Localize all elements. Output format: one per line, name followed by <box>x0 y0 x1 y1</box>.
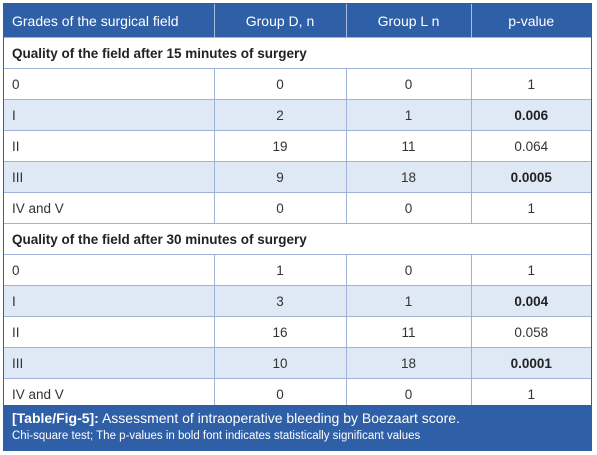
table-row: III 9 18 0.0005 <box>4 161 591 193</box>
cell-group-d: 0 <box>213 68 346 100</box>
cell-group-d: 10 <box>213 347 346 379</box>
cell-group-l: 0 <box>345 68 471 100</box>
cell-group-d: 0 <box>213 378 346 409</box>
cell-p-value: 0.0001 <box>470 347 591 379</box>
cell-group-l: 11 <box>345 316 471 348</box>
cell-group-l: 18 <box>345 161 471 193</box>
cell-group-d: 16 <box>213 316 346 348</box>
cell-group-d: 19 <box>213 130 346 162</box>
cell-grade: II <box>4 316 214 348</box>
cell-p-value: 0.004 <box>470 285 591 317</box>
cell-group-d: 3 <box>213 285 346 317</box>
table-row: III 10 18 0.0001 <box>4 347 591 379</box>
cell-p-value: 0.058 <box>470 316 591 348</box>
cell-p-value: 0.006 <box>470 99 591 131</box>
cell-grade: I <box>4 99 214 131</box>
header-grades: Grades of the surgical field <box>4 4 214 38</box>
section-row: Quality of the field after 30 minutes of… <box>4 223 591 255</box>
header-group-d: Group D, n <box>213 4 346 38</box>
header-row: Grades of the surgical field Group D, n … <box>4 4 591 38</box>
cell-group-d: 0 <box>213 192 346 224</box>
cell-grade: I <box>4 285 214 317</box>
table-caption: [Table/Fig-5]: Assessment of intraoperat… <box>4 405 591 450</box>
cell-grade: 0 <box>4 68 214 100</box>
table-figure: Grades of the surgical field Group D, n … <box>3 3 592 451</box>
section-row: Quality of the field after 15 minutes of… <box>4 37 591 69</box>
cell-group-l: 11 <box>345 130 471 162</box>
cell-group-d: 2 <box>213 99 346 131</box>
caption-text: Assessment of intraoperative bleeding by… <box>98 410 460 426</box>
cell-group-l: 0 <box>345 254 471 286</box>
cell-group-l: 1 <box>345 99 471 131</box>
header-group-l: Group L n <box>345 4 471 38</box>
section-title: Quality of the field after 15 minutes of… <box>4 37 591 69</box>
header-p-value: p-value <box>470 4 591 38</box>
cell-group-l: 1 <box>345 285 471 317</box>
cell-grade: III <box>4 161 214 193</box>
cell-grade: IV and V <box>4 192 214 224</box>
cell-group-d: 9 <box>213 161 346 193</box>
table-row: I 2 1 0.006 <box>4 99 591 131</box>
table-row: II 19 11 0.064 <box>4 130 591 162</box>
cell-grade: IV and V <box>4 378 214 409</box>
cell-p-value: 1 <box>470 254 591 286</box>
results-table: Grades of the surgical field Group D, n … <box>4 4 591 409</box>
cell-grade: 0 <box>4 254 214 286</box>
table-row: II 16 11 0.058 <box>4 316 591 348</box>
cell-group-l: 18 <box>345 347 471 379</box>
cell-group-d: 1 <box>213 254 346 286</box>
caption-note: Chi-square test; The p-values in bold fo… <box>12 430 421 442</box>
cell-p-value: 1 <box>470 192 591 224</box>
cell-grade: II <box>4 130 214 162</box>
table-row: I 3 1 0.004 <box>4 285 591 317</box>
cell-grade: III <box>4 347 214 379</box>
caption-label: [Table/Fig-5]: <box>12 410 99 426</box>
cell-group-l: 0 <box>345 192 471 224</box>
cell-p-value: 1 <box>470 68 591 100</box>
cell-p-value: 0.064 <box>470 130 591 162</box>
cell-p-value: 1 <box>470 378 591 409</box>
cell-group-l: 0 <box>345 378 471 409</box>
cell-p-value: 0.0005 <box>470 161 591 193</box>
section-title: Quality of the field after 30 minutes of… <box>4 223 591 255</box>
